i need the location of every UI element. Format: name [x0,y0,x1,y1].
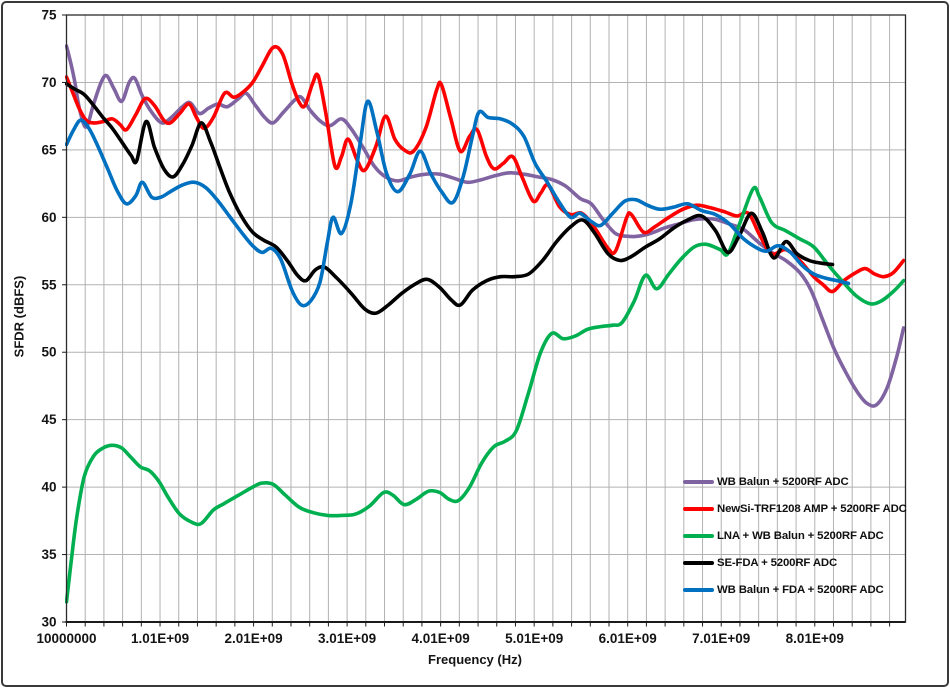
legend-label: WB Balun + FDA + 5200RF ADC [717,583,884,596]
x-tick-label: 2.01E+09 [224,631,282,646]
series-line-4 [65,99,851,308]
series-line-2 [65,185,906,604]
y-tick-label: 65 [41,142,57,157]
x-axis-title: Frequency (Hz) [428,652,522,667]
x-tick-label: 1.01E+09 [131,631,189,646]
x-tick-label: 6.01E+09 [599,631,657,646]
x-tick-label: 10000000 [36,631,96,646]
legend: WB Balun + 5200RF ADC NewSi-TRF1208 AMP +… [683,468,907,603]
x-tick-label: 8.01E+09 [786,631,844,646]
y-tick-label: 60 [41,210,56,225]
legend-swatch [683,506,714,511]
legend-swatch [683,479,714,484]
legend-item-3: SE-FDA + 5200RF ADC [683,549,905,576]
y-axis-title: SFDR (dBFS) [11,275,27,358]
series-lines [65,44,906,604]
series-line-3 [65,82,835,316]
y-tick-label: 75 [41,8,57,23]
legend-item-2: LNA + WB Balun + 5200RF ADC [683,522,905,549]
tick-labels: 30 35 40 45 50 55 60 65 70 75 10000000 1.01E+09 2.01… [36,8,843,647]
x-tick-label: 5.01E+09 [505,631,563,646]
y-tick-label: 50 [41,345,56,360]
legend-swatch [683,587,714,592]
y-tick-label: 30 [41,615,56,630]
x-tick-label: 4.01E+09 [412,631,470,646]
y-tick-label: 70 [41,75,56,90]
y-tick-label: 40 [41,480,56,495]
y-tick-label: 55 [41,277,57,292]
series-line-0 [65,44,906,408]
legend-item-0: WB Balun + 5200RF ADC [683,468,905,495]
y-tick-label: 45 [41,412,57,427]
legend-item-1: NewSi-TRF1208 AMP + 5200RF ADC [683,495,907,522]
legend-label: SE-FDA + 5200RF ADC [717,556,838,569]
legend-item-4: WB Balun + FDA + 5200RF ADC [683,576,905,603]
legend-swatch [683,533,714,538]
x-tick-label: 7.01E+09 [692,631,750,646]
axes [62,14,907,627]
legend-label: WB Balun + 5200RF ADC [717,475,849,488]
legend-label: NewSi-TRF1208 AMP + 5200RF ADC [717,502,907,515]
gridlines [66,15,906,622]
legend-label: LNA + WB Balun + 5200RF ADC [717,529,884,542]
x-tick-label: 3.01E+09 [318,631,376,646]
legend-swatch [683,560,714,565]
y-tick-label: 35 [41,547,57,562]
